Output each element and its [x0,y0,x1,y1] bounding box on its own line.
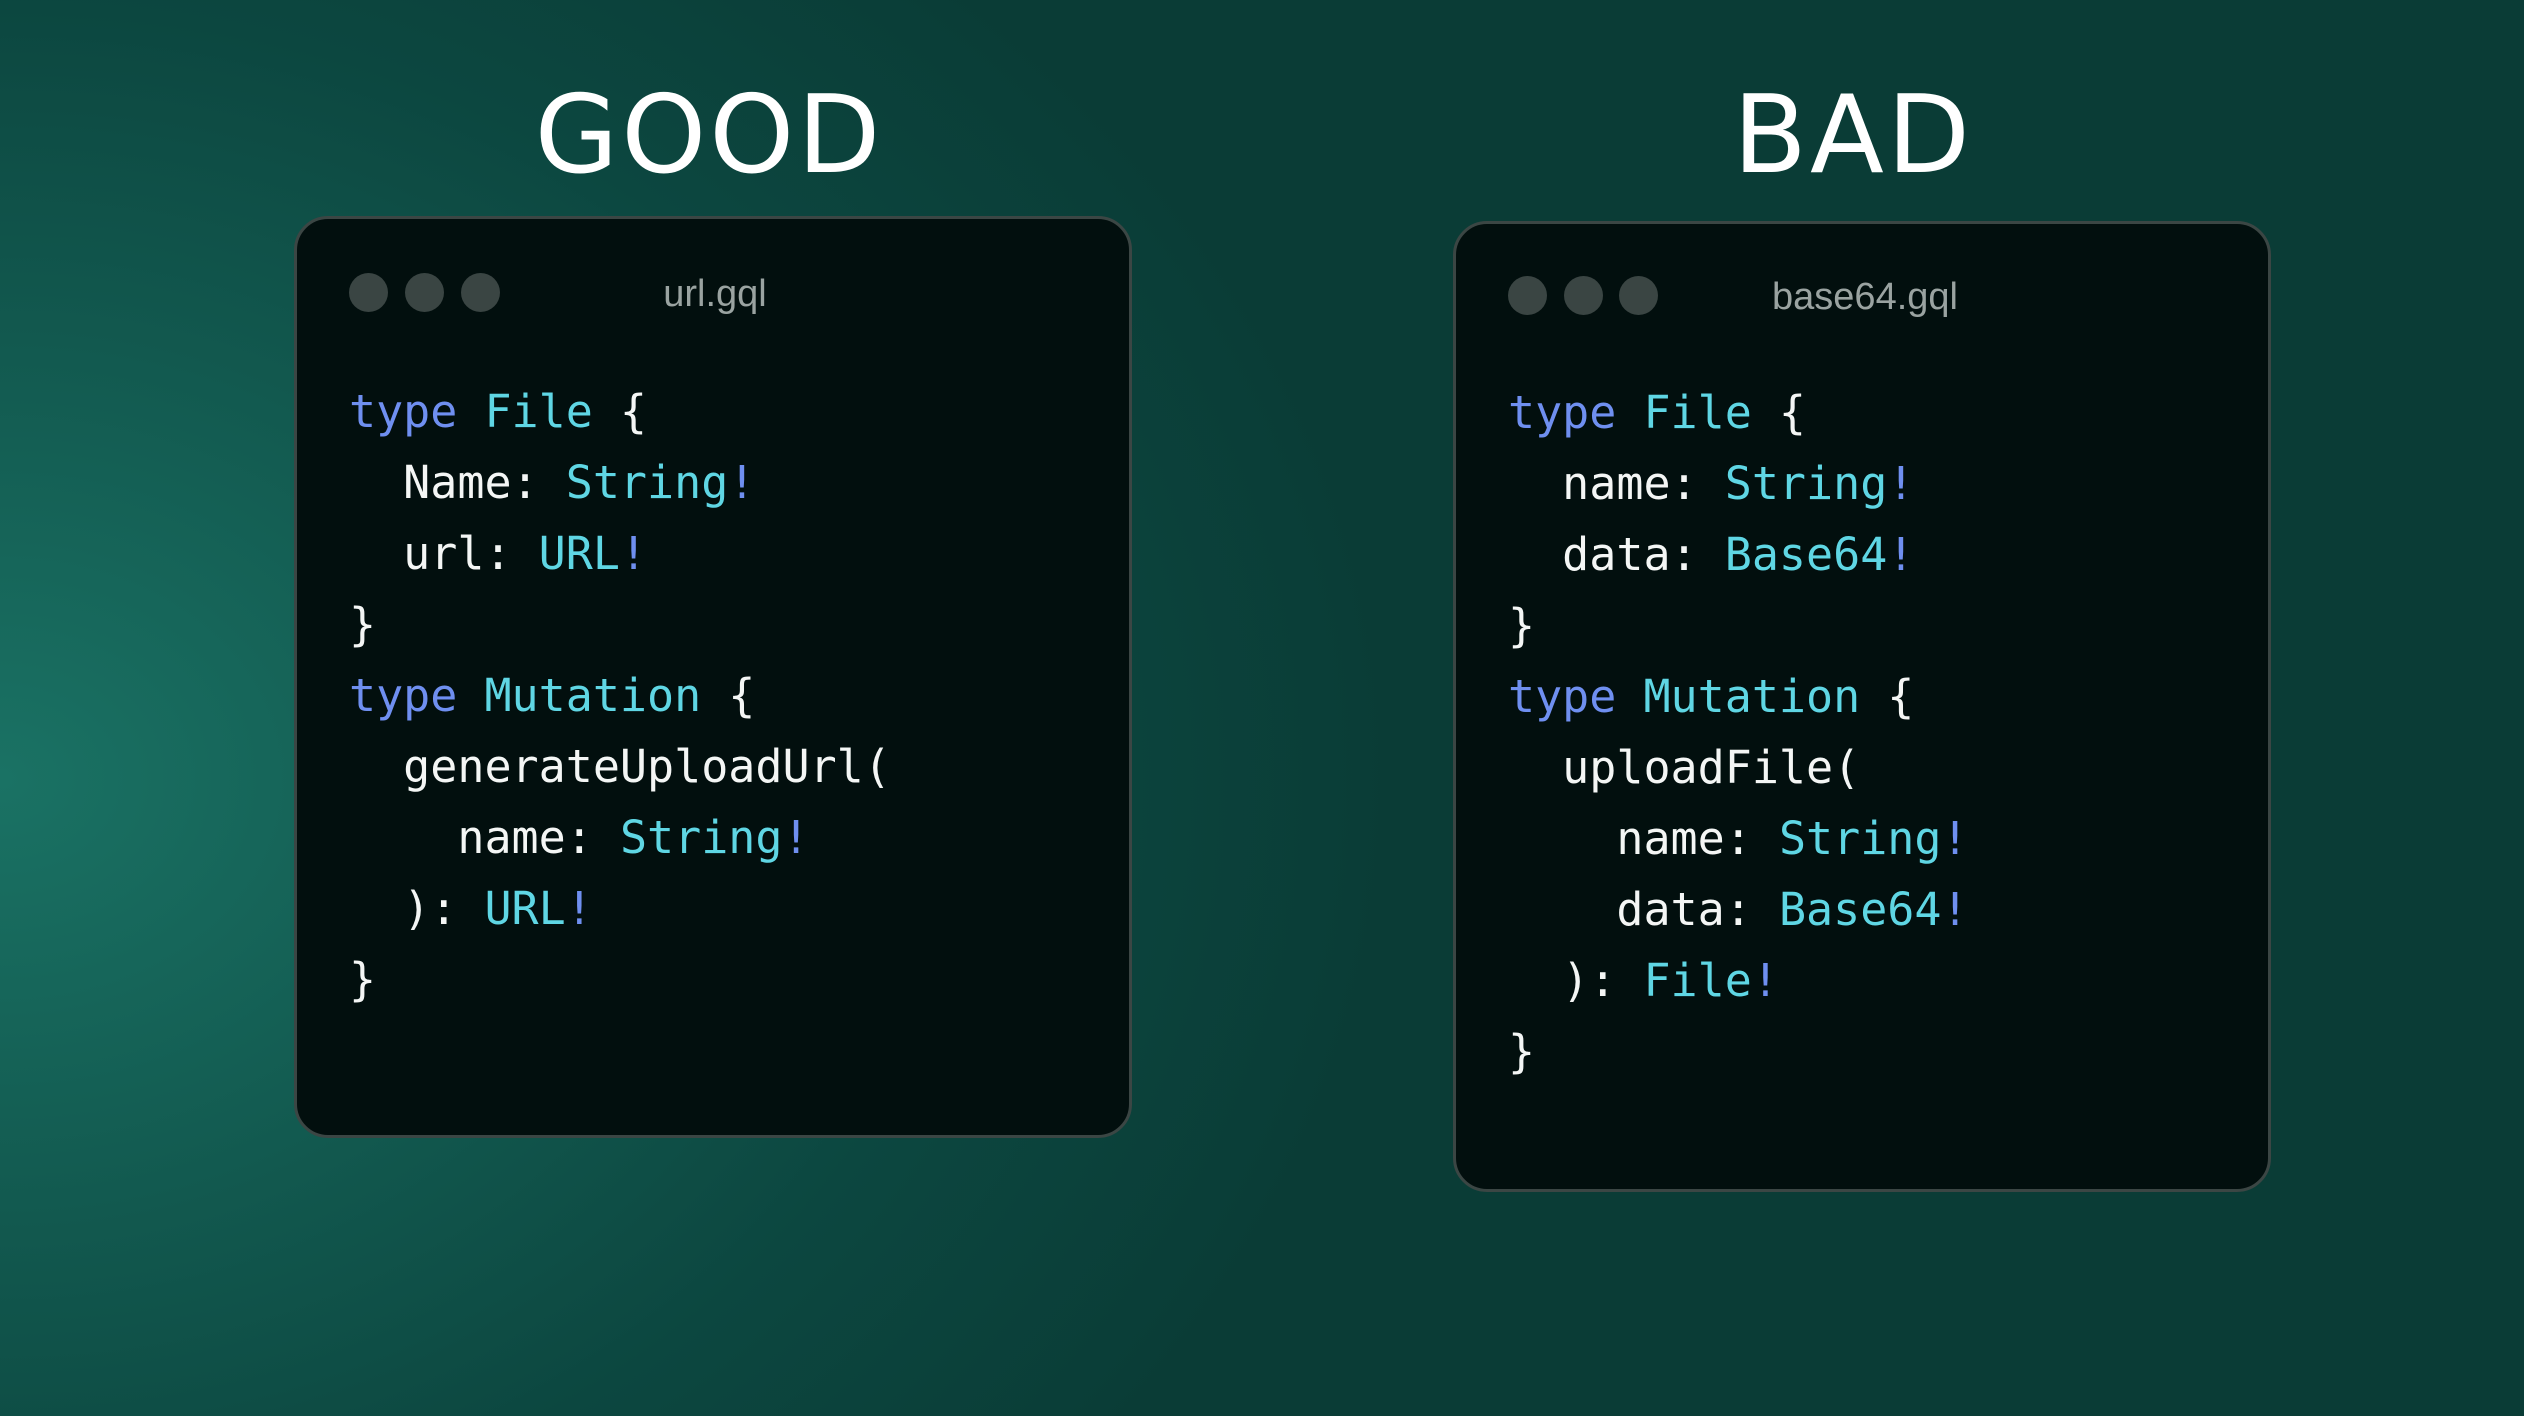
code-text: data: [1508,883,1779,936]
code-block: type File { name: String! data: Base64!}… [1508,377,1969,1087]
code-line: ): File! [1508,945,1969,1016]
code-line: url: URL! [349,518,891,589]
code-text: ): [349,882,485,935]
code-text: { [1751,386,1807,439]
filename-label: url.gql [663,273,767,315]
code-line: uploadFile( [1508,732,1969,803]
window-dot-icon [1619,276,1658,315]
window-dot-icon [1564,276,1603,315]
good-heading: GOOD [534,73,884,198]
code-keyword: ! [1941,812,1969,865]
window-dot-icon [461,273,500,312]
code-type: Mutation [1643,670,1861,723]
code-text: } [1508,599,1536,652]
window-dot-icon [349,273,388,312]
code-type: Base64 [1778,883,1942,936]
good-code-window: url.gql type File { Name: String! url: U… [294,216,1132,1138]
code-type: Mutation [484,669,702,722]
code-text: Name: [349,456,566,509]
code-type: String [619,811,783,864]
code-keyword: ! [1887,528,1915,581]
code-line: type Mutation { [349,660,891,731]
code-type: URL [484,882,566,935]
code-text: { [1860,670,1915,723]
code-text: generateUploadUrl( [349,740,891,793]
filename-label: base64.gql [1772,276,1958,318]
code-line: } [349,589,891,660]
code-text: name: [349,811,620,864]
code-type: String [1724,457,1888,510]
code-keyword: ! [1941,883,1969,936]
code-text: { [592,385,648,438]
code-line: name: String! [1508,448,1969,519]
window-dot-icon [1508,276,1547,315]
code-keyword: ! [619,527,648,580]
code-type: String [1778,812,1942,865]
code-keyword: ! [1751,954,1779,1007]
code-line: } [1508,1016,1969,1087]
code-line: name: String! [349,802,891,873]
code-line: name: String! [1508,803,1969,874]
code-line: Name: String! [349,447,891,518]
code-keyword: type [349,669,485,722]
code-line: } [349,944,891,1015]
code-type: File [1643,386,1752,439]
code-text: data: [1508,528,1725,581]
code-type: String [565,456,729,509]
code-line: data: Base64! [1508,874,1969,945]
code-keyword: ! [782,811,810,864]
code-text: ): [1508,954,1644,1007]
window-dot-icon [405,273,444,312]
code-line: data: Base64! [1508,519,1969,590]
code-text: { [701,669,756,722]
code-type: Base64 [1724,528,1888,581]
code-text: name: [1508,457,1725,510]
code-keyword: type [349,385,485,438]
code-type: File [1643,954,1752,1007]
code-line: type File { [349,376,891,447]
bad-heading: BAD [1732,73,1974,198]
code-text: url: [349,527,539,580]
code-line: } [1508,590,1969,661]
code-line: type Mutation { [1508,661,1969,732]
code-keyword: ! [1887,457,1915,510]
code-keyword: type [1508,386,1644,439]
code-keyword: ! [565,882,593,935]
bad-code-window: base64.gql type File { name: String! dat… [1453,221,2271,1192]
code-line: type File { [1508,377,1969,448]
code-block: type File { Name: String! url: URL!} type… [349,376,891,1015]
code-type: URL [538,527,620,580]
code-text: } [349,953,377,1006]
code-line: ): URL! [349,873,891,944]
code-text: name: [1508,812,1779,865]
code-text: uploadFile( [1508,741,1861,794]
code-keyword: type [1508,670,1644,723]
code-keyword: ! [728,456,756,509]
code-line: generateUploadUrl( [349,731,891,802]
code-type: File [484,385,593,438]
code-text: } [349,598,377,651]
code-text: } [1508,1025,1536,1078]
